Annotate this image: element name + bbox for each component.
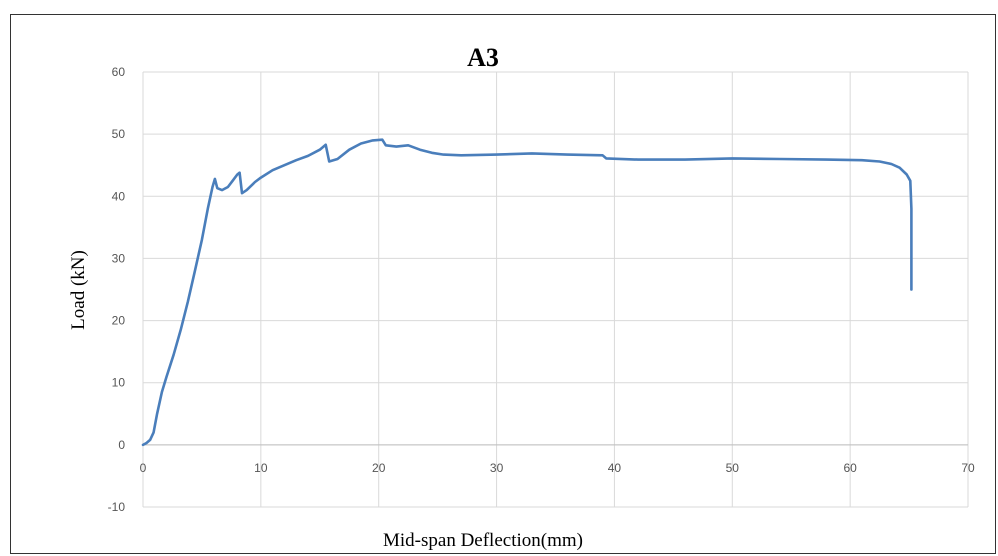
y-tick-label: 30 [112, 251, 126, 265]
y-tick-label: -10 [108, 500, 126, 514]
series-lines [141, 138, 913, 447]
x-tick-label: 40 [608, 461, 622, 475]
x-axis-label: Mid-span Deflection(mm) [383, 530, 583, 551]
y-axis-label: Load (kN) [68, 250, 89, 330]
chart-title: A3 [467, 43, 499, 72]
x-tick-label: 20 [372, 461, 386, 475]
y-tick-label: 50 [112, 127, 126, 141]
chart-frame [10, 14, 996, 554]
y-tick-label: 20 [112, 314, 126, 328]
x-tick-label: 60 [843, 461, 857, 475]
x-tick-label: 70 [961, 461, 975, 475]
grid [142, 71, 969, 508]
x-tick-label: 0 [140, 461, 147, 475]
y-tick-label: 0 [118, 438, 125, 452]
x-tick-label: 10 [254, 461, 268, 475]
tick-labels: -10 0 10 20 30 40 50 60 0 10 20 30 40 50 60 70 [108, 65, 975, 514]
y-tick-label: 40 [112, 189, 126, 203]
series-line [141, 138, 913, 447]
x-tick-label: 50 [726, 461, 740, 475]
x-tick-label: 30 [490, 461, 504, 475]
y-tick-label: 60 [112, 65, 126, 79]
y-tick-label: 10 [112, 376, 126, 390]
